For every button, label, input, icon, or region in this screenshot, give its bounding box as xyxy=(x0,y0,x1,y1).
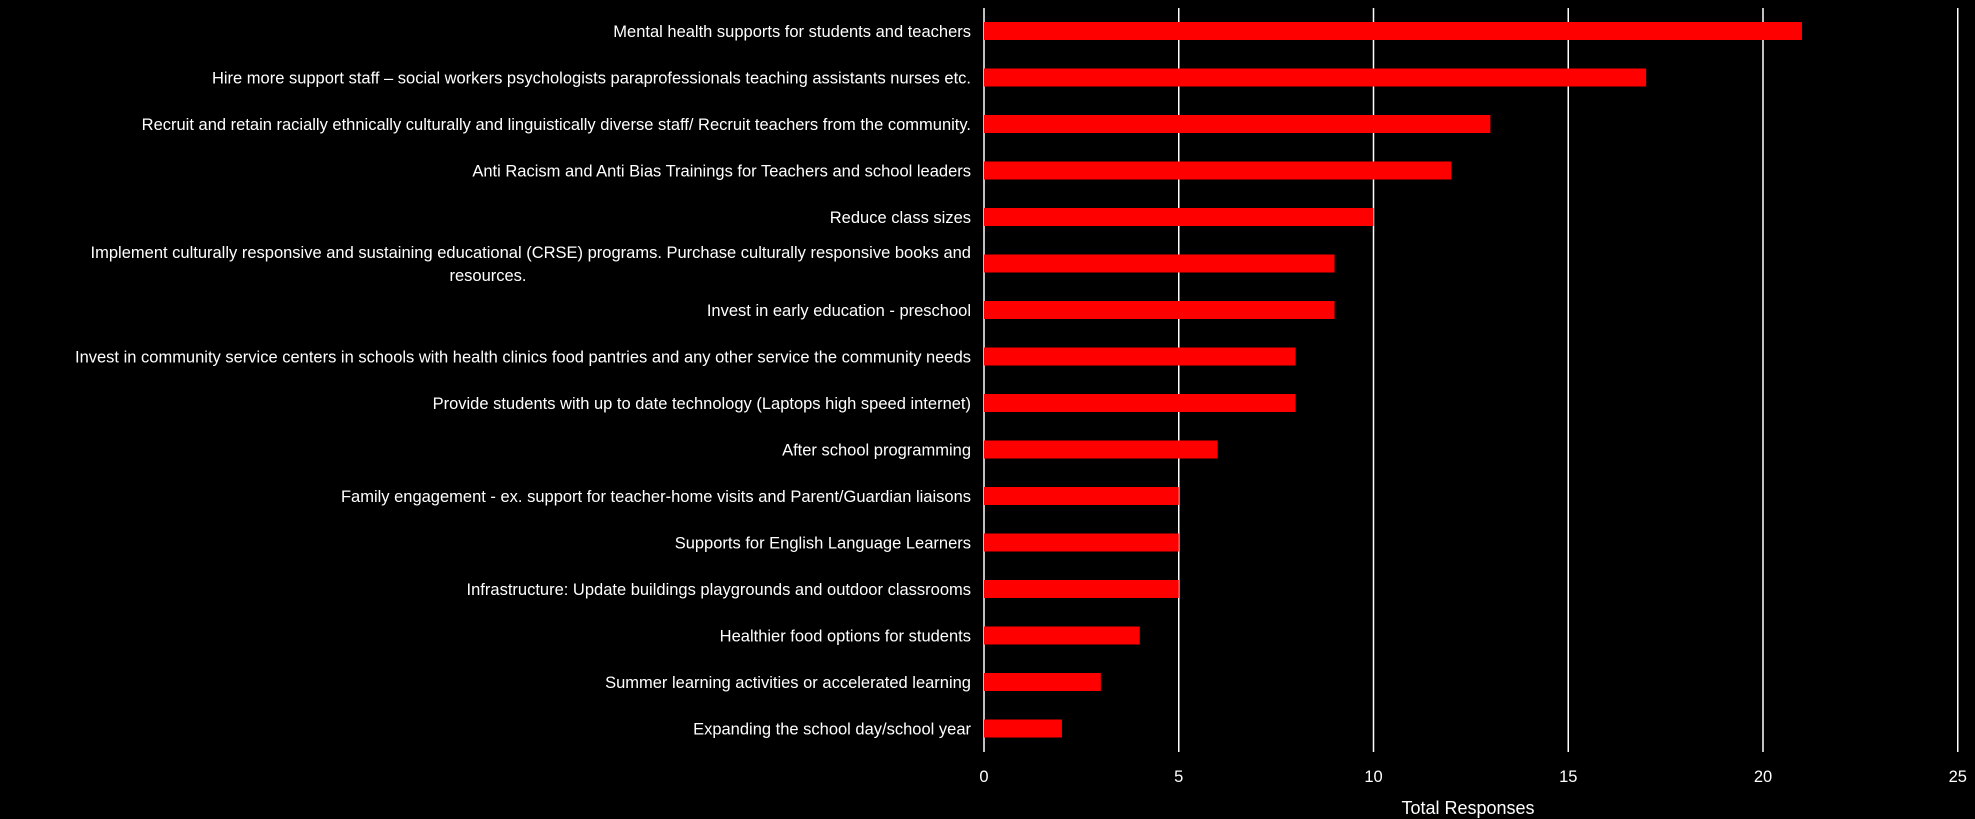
bar xyxy=(984,208,1374,226)
x-tick-label: 10 xyxy=(1364,768,1382,786)
bar xyxy=(984,533,1179,552)
category-label: Family engagement - ex. support for teac… xyxy=(341,488,971,506)
category-label: Hire more support staff – social workers… xyxy=(212,70,971,88)
bar xyxy=(984,487,1179,505)
x-tick-label: 5 xyxy=(1174,768,1183,786)
x-axis-ticks: 0 5 10 15 20 25 xyxy=(979,768,1967,786)
category-label: Invest in community service centers in s… xyxy=(75,349,971,367)
bar xyxy=(984,254,1335,273)
bar xyxy=(984,347,1296,366)
category-label: Supports for English Language Learners xyxy=(675,535,971,553)
bar xyxy=(984,115,1491,133)
category-label: Infrastructure: Update buildings playgro… xyxy=(467,581,971,599)
bar xyxy=(984,22,1802,40)
category-label: Implement culturally responsive and sust… xyxy=(91,244,971,262)
x-tick-label: 20 xyxy=(1754,768,1772,786)
category-label: resources. xyxy=(449,267,526,285)
category-label: Recruit and retain racially ethnically c… xyxy=(142,116,971,134)
x-tick-label: 25 xyxy=(1949,768,1967,786)
bar xyxy=(984,301,1335,319)
bar xyxy=(984,719,1062,738)
bar xyxy=(984,440,1218,459)
category-labels: Mental health supports for students and … xyxy=(75,23,972,739)
bar xyxy=(984,626,1140,645)
bar xyxy=(984,68,1647,87)
x-tick-label: 15 xyxy=(1559,768,1577,786)
category-label: Invest in early education - preschool xyxy=(707,302,971,320)
category-label: Expanding the school day/school year xyxy=(693,721,971,739)
bar xyxy=(984,161,1452,180)
x-tick-label: 0 xyxy=(979,768,988,786)
category-label: Healthier food options for students xyxy=(720,628,971,646)
category-label: Summer learning activities or accelerate… xyxy=(605,674,971,692)
category-label: Mental health supports for students and … xyxy=(613,23,971,41)
category-label: Reduce class sizes xyxy=(830,209,971,227)
category-label: Anti Racism and Anti Bias Trainings for … xyxy=(472,163,971,181)
bar xyxy=(984,673,1101,691)
bar xyxy=(984,394,1296,412)
x-axis-title: Total Responses xyxy=(1401,798,1534,818)
bars xyxy=(984,22,1802,738)
bar xyxy=(984,580,1179,598)
category-label: After school programming xyxy=(782,442,971,460)
category-label: Provide students with up to date technol… xyxy=(433,395,971,413)
